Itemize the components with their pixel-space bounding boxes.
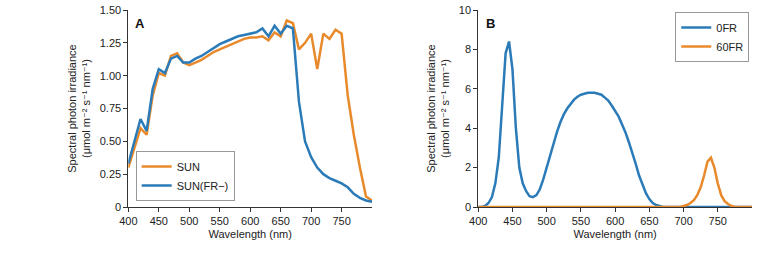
svg-text:600: 600 (241, 215, 259, 227)
svg-text:8: 8 (465, 43, 471, 55)
svg-text:500: 500 (180, 215, 198, 227)
svg-text:Spectral photon irradiance(μmo: Spectral photon irradiance(μmol m⁻² s⁻¹ … (66, 44, 92, 172)
svg-text:750: 750 (709, 215, 727, 227)
svg-text:600: 600 (606, 215, 624, 227)
svg-text:1.00: 1.00 (100, 70, 121, 82)
svg-text:1.50: 1.50 (100, 4, 121, 16)
svg-text:700: 700 (302, 215, 320, 227)
svg-text:Wavelength (nm): Wavelength (nm) (209, 228, 292, 240)
svg-text:700: 700 (674, 215, 692, 227)
svg-text:750: 750 (332, 215, 350, 227)
svg-text:650: 650 (640, 215, 658, 227)
svg-text:Spectral photon irradiance(μmo: Spectral photon irradiance(μmol m⁻² s⁻¹ … (425, 44, 451, 172)
svg-text:0.25: 0.25 (100, 168, 121, 180)
svg-text:1.25: 1.25 (100, 37, 121, 49)
svg-text:450: 450 (150, 215, 168, 227)
svg-text:650: 650 (272, 215, 290, 227)
svg-text:0.75: 0.75 (100, 102, 121, 114)
svg-text:500: 500 (537, 215, 555, 227)
svg-text:60FR: 60FR (716, 41, 743, 53)
svg-text:550: 550 (211, 215, 229, 227)
svg-text:0.50: 0.50 (100, 135, 121, 147)
svg-text:0: 0 (465, 201, 471, 213)
svg-text:0: 0 (115, 201, 121, 213)
svg-text:4: 4 (465, 122, 471, 134)
svg-text:A: A (135, 16, 145, 31)
svg-text:2: 2 (465, 161, 471, 173)
svg-text:10: 10 (459, 4, 471, 16)
svg-text:400: 400 (119, 215, 137, 227)
svg-text:B: B (486, 16, 495, 31)
svg-text:450: 450 (503, 215, 521, 227)
svg-text:SUN(FR−): SUN(FR−) (177, 180, 229, 192)
svg-text:SUN: SUN (177, 161, 200, 173)
svg-text:6: 6 (465, 83, 471, 95)
svg-text:0FR: 0FR (716, 22, 737, 34)
svg-text:Wavelength (nm): Wavelength (nm) (573, 228, 656, 240)
svg-text:550: 550 (572, 215, 590, 227)
svg-text:400: 400 (469, 215, 487, 227)
